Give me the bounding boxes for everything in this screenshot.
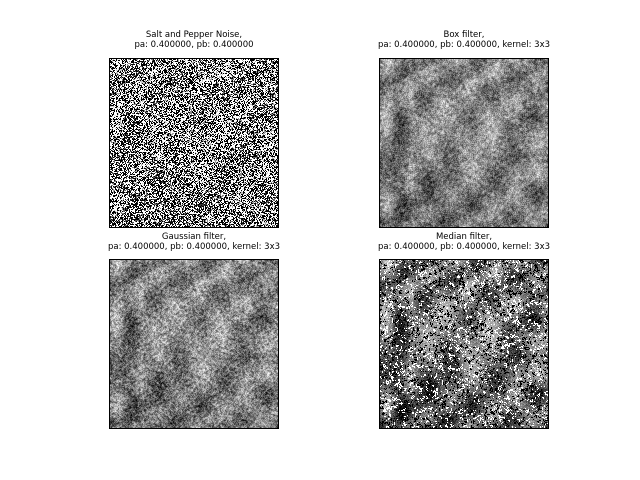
panel-title: Gaussian filter, pa: 0.400000, pb: 0.400… (49, 232, 339, 252)
panel-title-line1: Salt and Pepper Noise, (145, 30, 243, 40)
image-frame (379, 58, 549, 228)
panel-title: Box filter, pa: 0.400000, pb: 0.400000, … (319, 30, 609, 50)
panel-title-line2: pa: 0.400000, pb: 0.400000, kernel: 3x3 (107, 242, 281, 252)
image-frame (109, 58, 279, 228)
box-filtered-image (380, 59, 548, 227)
image-frame (379, 259, 549, 429)
panel-title-line2: pa: 0.400000, pb: 0.400000, kernel: 3x3 (377, 242, 551, 252)
panel-title-line2: pa: 0.400000, pb: 0.400000, kernel: 3x3 (377, 40, 551, 50)
panel-title-line2: pa: 0.400000, pb: 0.400000 (134, 40, 254, 50)
image-frame (109, 259, 279, 429)
noisy-image (110, 59, 278, 227)
panel-title-line1: Median filter, (435, 232, 493, 242)
panel-title: Median filter, pa: 0.400000, pb: 0.40000… (319, 232, 609, 252)
panel-title: Salt and Pepper Noise, pa: 0.400000, pb:… (49, 30, 339, 50)
panel-title-line1: Gaussian filter, (161, 232, 227, 242)
panel-title-line1: Box filter, (443, 30, 485, 40)
gaussian-filtered-image (110, 260, 278, 428)
median-filtered-image (380, 260, 548, 428)
